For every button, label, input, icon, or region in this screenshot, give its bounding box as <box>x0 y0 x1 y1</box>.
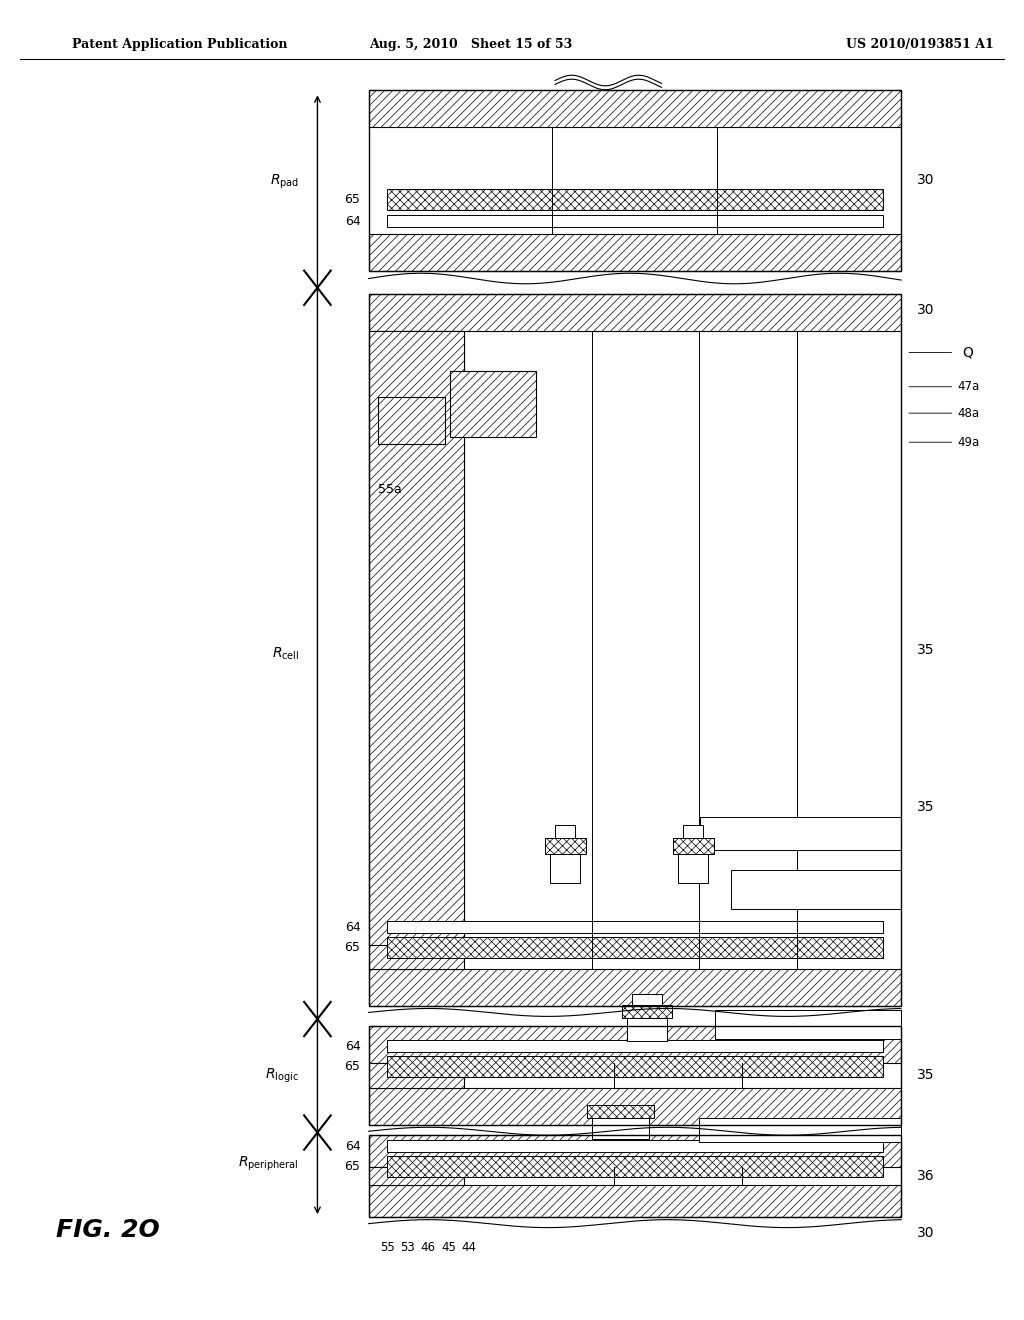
Bar <box>698 1118 901 1142</box>
Bar <box>369 331 465 969</box>
Text: 64: 64 <box>345 921 360 933</box>
Bar <box>623 1005 672 1018</box>
Bar <box>378 397 445 444</box>
Text: 35: 35 <box>916 800 934 813</box>
Bar <box>369 1135 901 1217</box>
Bar <box>369 1063 465 1088</box>
Text: Aug. 5, 2010   Sheet 15 of 53: Aug. 5, 2010 Sheet 15 of 53 <box>370 38 572 51</box>
Text: 64: 64 <box>345 215 360 227</box>
Bar <box>387 937 883 958</box>
Text: 30: 30 <box>916 304 934 317</box>
Bar <box>369 1088 901 1125</box>
Text: 65: 65 <box>344 1160 360 1173</box>
Text: 55: 55 <box>380 1241 394 1254</box>
Text: 46: 46 <box>421 1241 435 1254</box>
Text: 47a: 47a <box>957 380 980 393</box>
Bar <box>387 921 883 933</box>
Bar <box>545 838 586 854</box>
Bar <box>369 90 901 271</box>
Text: $R_{\mathrm{logic}}$: $R_{\mathrm{logic}}$ <box>265 1067 299 1085</box>
Bar <box>387 1040 883 1052</box>
Bar <box>387 1056 883 1077</box>
Bar <box>673 838 714 854</box>
Text: 49a: 49a <box>957 436 980 449</box>
Text: $R_{\mathrm{peripheral}}$: $R_{\mathrm{peripheral}}$ <box>239 1155 299 1173</box>
Text: Q: Q <box>963 346 974 359</box>
Text: 30: 30 <box>916 173 934 187</box>
Bar <box>683 825 703 838</box>
Text: 65: 65 <box>344 1060 360 1073</box>
Bar <box>700 817 901 850</box>
Text: $R_{\mathrm{pad}}$: $R_{\mathrm{pad}}$ <box>270 173 299 191</box>
Text: 65: 65 <box>344 941 360 954</box>
Bar <box>632 994 663 1005</box>
Text: $R_{\mathrm{cell}}$: $R_{\mathrm{cell}}$ <box>271 645 299 661</box>
Bar <box>369 1135 901 1217</box>
Bar <box>378 397 445 444</box>
Bar <box>588 1105 654 1118</box>
Bar <box>369 1026 901 1125</box>
Bar <box>387 1156 883 1177</box>
Bar <box>731 870 901 909</box>
Bar <box>369 294 901 1006</box>
Text: 35: 35 <box>916 1068 934 1082</box>
Bar <box>369 294 901 1006</box>
Bar <box>369 234 901 271</box>
Bar <box>369 1135 901 1167</box>
Text: 55b: 55b <box>388 397 412 411</box>
Bar <box>555 825 575 838</box>
Bar <box>369 969 901 1006</box>
Bar <box>593 1118 649 1139</box>
Bar <box>550 854 581 883</box>
Bar <box>387 1140 883 1152</box>
Bar <box>369 331 465 945</box>
Bar <box>678 854 709 883</box>
Text: 48a: 48a <box>957 407 980 420</box>
Text: FIG. 2O: FIG. 2O <box>56 1218 160 1242</box>
Bar <box>387 215 883 227</box>
Bar <box>715 1010 901 1039</box>
Text: 45: 45 <box>441 1241 456 1254</box>
Text: 30: 30 <box>916 1226 934 1239</box>
Bar <box>369 1167 465 1185</box>
Bar <box>369 90 901 127</box>
Text: 64: 64 <box>345 1140 360 1152</box>
Text: 53: 53 <box>400 1241 415 1254</box>
Text: 65: 65 <box>344 193 360 206</box>
Text: 64: 64 <box>345 1040 360 1052</box>
Bar <box>369 90 901 271</box>
Text: 36: 36 <box>916 1170 934 1183</box>
Text: 55a: 55a <box>378 483 402 496</box>
Bar <box>627 1018 668 1041</box>
Text: 44: 44 <box>462 1241 476 1254</box>
Bar <box>369 1026 901 1063</box>
Bar <box>451 371 537 437</box>
Bar <box>387 189 883 210</box>
Bar <box>369 294 901 331</box>
Bar <box>369 1026 901 1125</box>
Text: US 2010/0193851 A1: US 2010/0193851 A1 <box>846 38 993 51</box>
Bar <box>369 1185 901 1217</box>
Text: 35: 35 <box>916 643 934 657</box>
Text: Patent Application Publication: Patent Application Publication <box>72 38 287 51</box>
